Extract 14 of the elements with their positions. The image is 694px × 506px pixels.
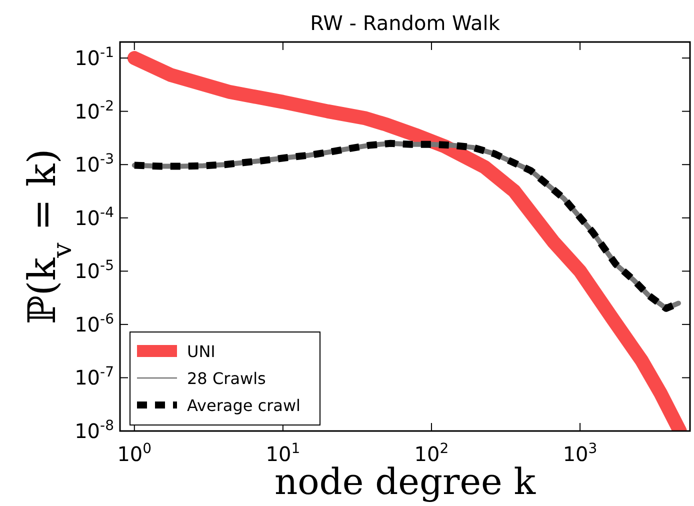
legend-label: 28 Crawls bbox=[187, 369, 266, 388]
y-tick-label: 10$^{-1}$ bbox=[74, 45, 114, 70]
legend-label: UNI bbox=[187, 342, 216, 361]
y-tick-label: 10$^{-8}$ bbox=[74, 418, 114, 443]
y-tick-label: 10$^{-4}$ bbox=[74, 204, 114, 230]
chart-title: RW - Random Walk bbox=[310, 11, 500, 35]
y-tick-label: 10$^{-5}$ bbox=[74, 258, 114, 284]
legend-label: Average crawl bbox=[187, 396, 300, 415]
x-tick-label: 10$^{0}$ bbox=[117, 441, 152, 466]
y-tick-label: 10$^{-7}$ bbox=[74, 364, 114, 390]
y-tick-label: 10$^{-3}$ bbox=[74, 152, 114, 177]
y-tick-label: 10$^{-2}$ bbox=[74, 98, 114, 124]
x-tick-label: 10$^{3}$ bbox=[562, 441, 598, 466]
y-tick-label: 10$^{-6}$ bbox=[74, 311, 114, 336]
